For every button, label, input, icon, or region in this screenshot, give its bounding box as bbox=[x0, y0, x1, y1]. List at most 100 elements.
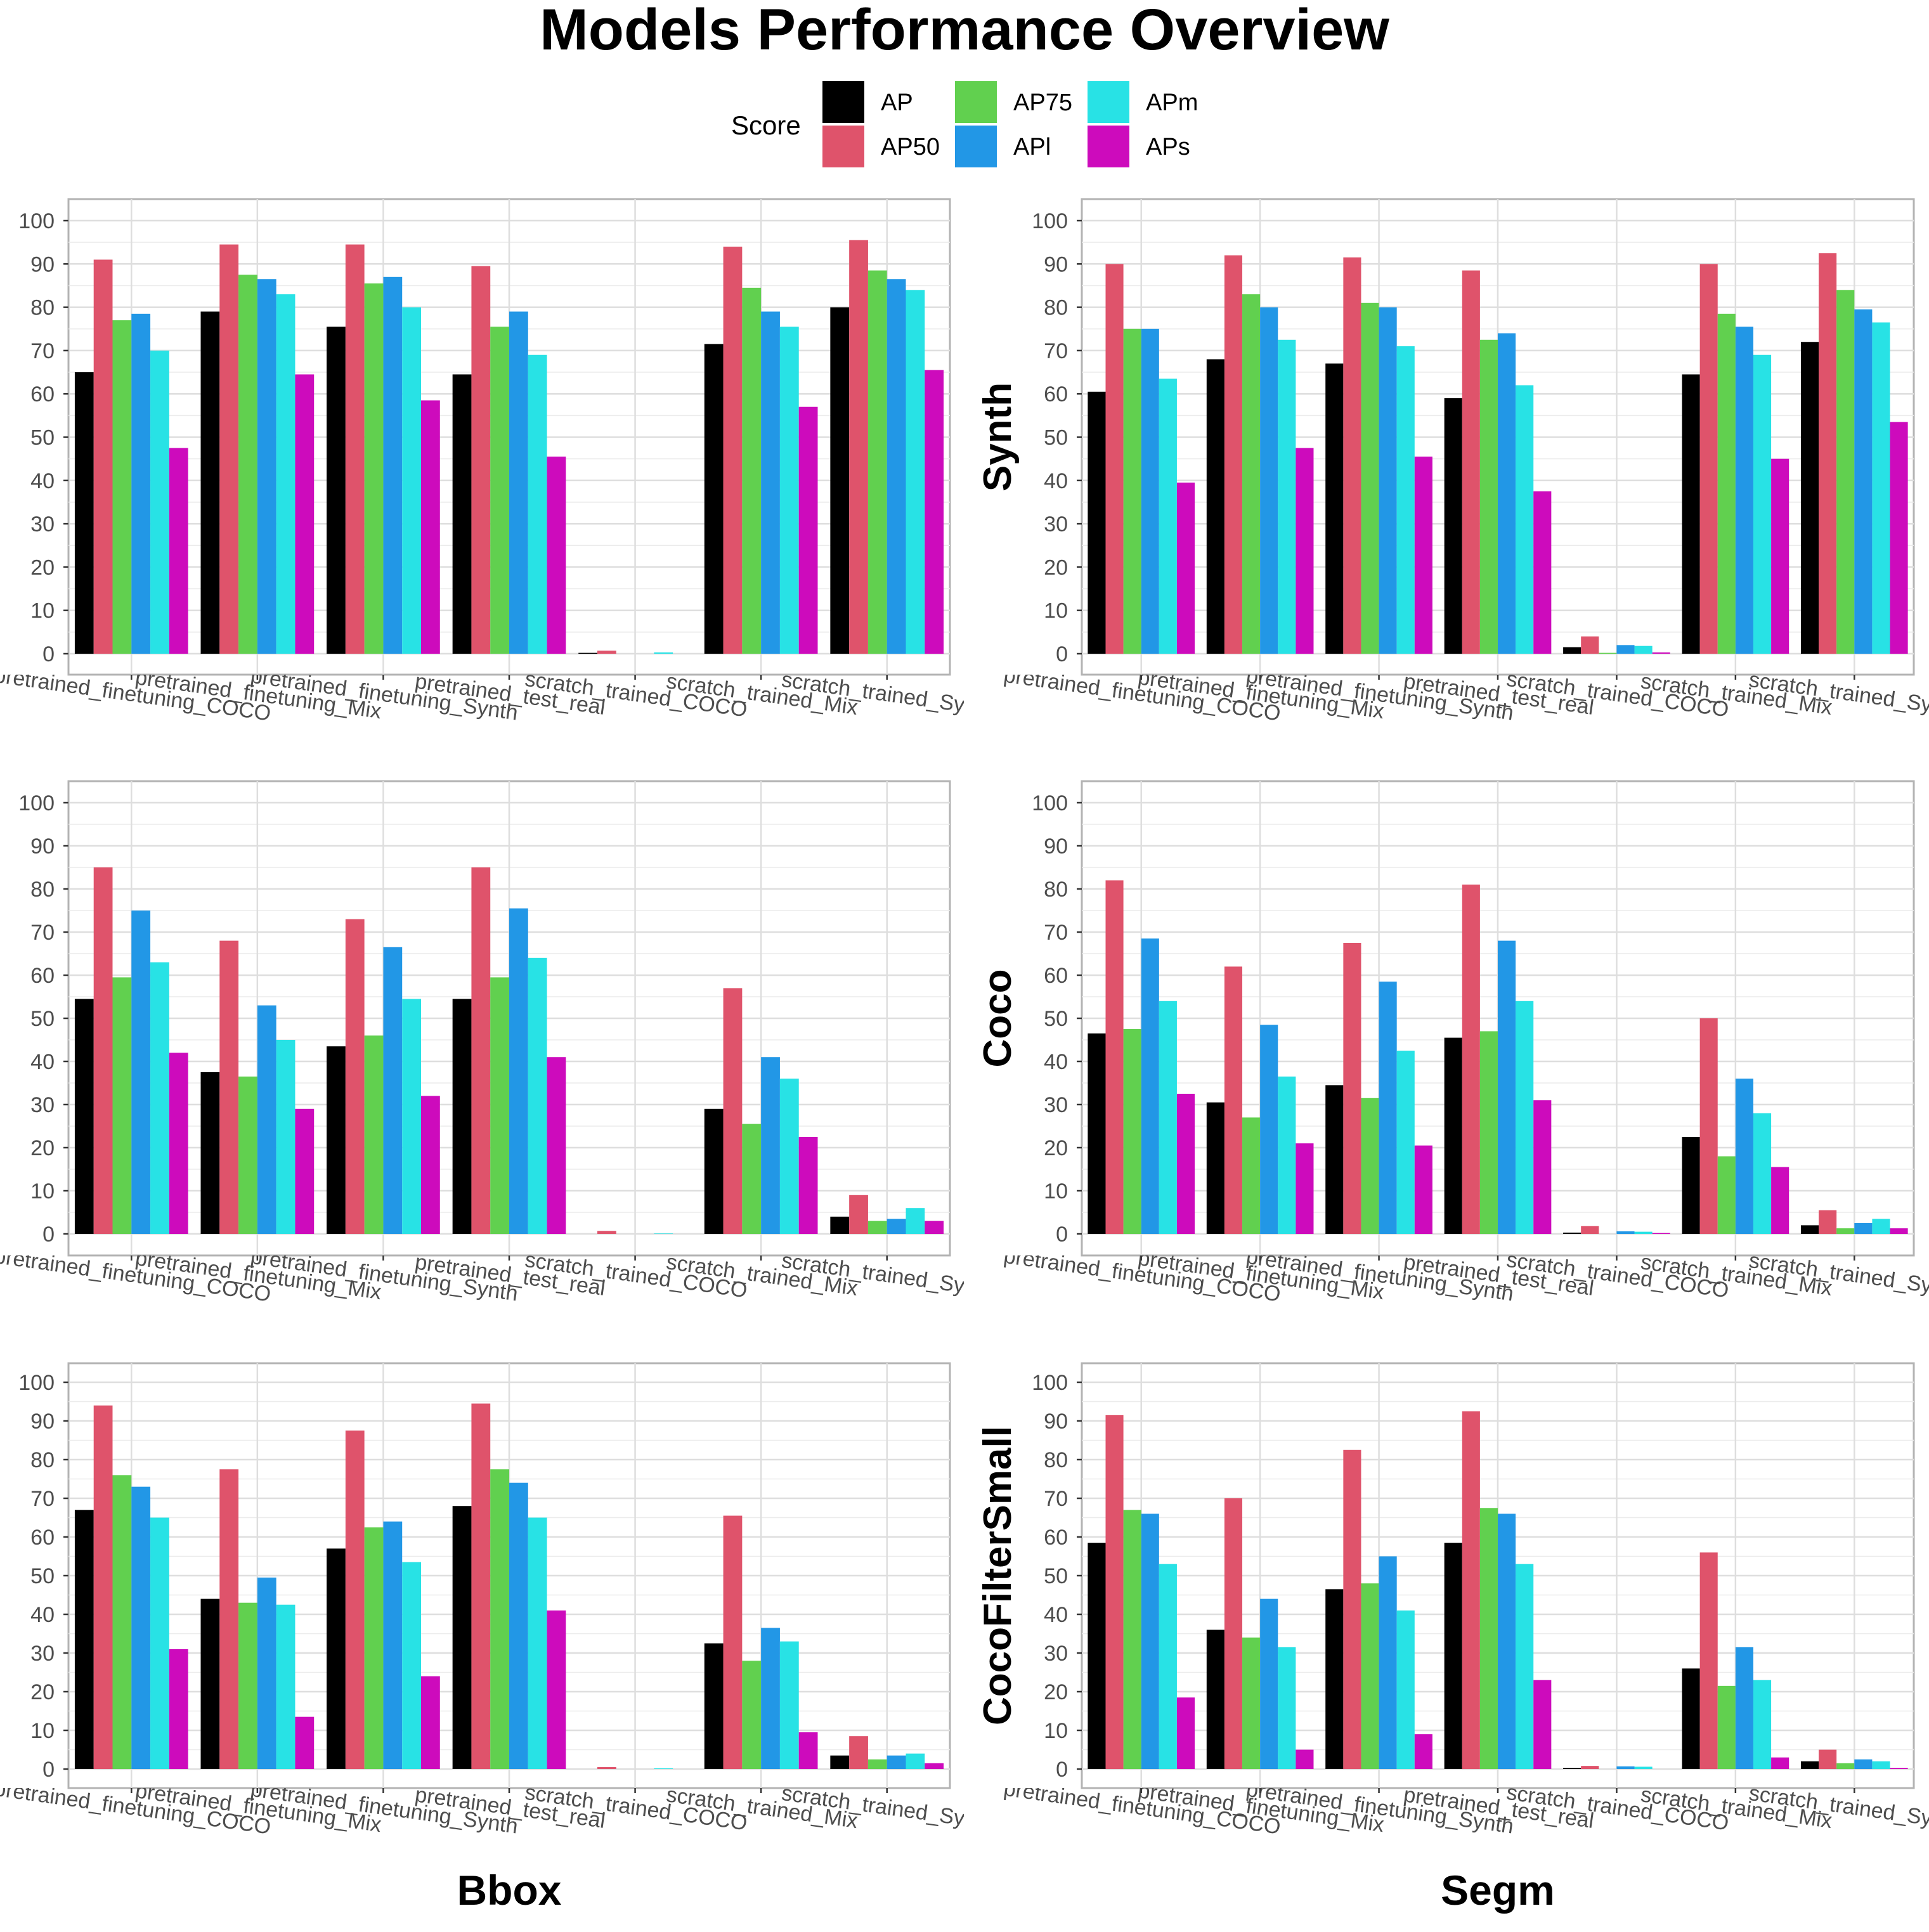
bar-aps bbox=[295, 1716, 315, 1769]
bar-apm bbox=[1753, 354, 1772, 654]
bar-apm bbox=[1159, 1564, 1177, 1769]
bar-apl bbox=[1616, 1231, 1635, 1234]
bar-ap75 bbox=[742, 1124, 762, 1234]
bar-ap50 bbox=[471, 266, 491, 654]
y-tick-label: 20 bbox=[1044, 1680, 1068, 1704]
bar-apm bbox=[528, 1517, 547, 1769]
bar-ap75 bbox=[1836, 290, 1855, 654]
y-tick-label: 70 bbox=[30, 1487, 55, 1511]
bar-ap bbox=[704, 1643, 724, 1769]
bar-apl bbox=[1854, 309, 1873, 654]
bar-ap75 bbox=[364, 1527, 384, 1769]
bar-apm bbox=[906, 290, 925, 654]
legend-label: APm bbox=[1146, 89, 1198, 116]
panel-cocofiltersmall-segm: 0102030405060708090100pretrained_finetun… bbox=[1003, 1362, 1929, 1839]
bar-ap75 bbox=[1242, 1637, 1261, 1769]
bar-aps bbox=[798, 406, 818, 654]
bar-ap bbox=[1325, 1589, 1344, 1769]
bar-apl bbox=[509, 908, 528, 1234]
y-tick-label: 80 bbox=[30, 296, 55, 320]
bar-apl bbox=[1735, 1647, 1753, 1769]
y-tick-label: 0 bbox=[1056, 1758, 1068, 1782]
panel-coco-segm: 0102030405060708090100pretrained_finetun… bbox=[1003, 780, 1929, 1307]
bar-apm bbox=[779, 1079, 799, 1234]
bar-ap bbox=[1800, 1761, 1819, 1769]
bar-ap75 bbox=[112, 1475, 132, 1769]
y-tick-label: 60 bbox=[30, 382, 55, 406]
y-tick-label: 80 bbox=[1044, 878, 1068, 902]
y-tick-label: 30 bbox=[1044, 512, 1068, 536]
bar-ap75 bbox=[867, 270, 887, 654]
y-tick-label: 80 bbox=[1044, 1448, 1068, 1472]
bar-ap50 bbox=[1699, 264, 1718, 654]
bar-apm bbox=[276, 294, 296, 654]
bar-aps bbox=[1652, 1233, 1670, 1234]
bar-ap bbox=[1563, 1768, 1582, 1769]
panel-synth-segm: 0102030405060708090100pretrained_finetun… bbox=[1003, 198, 1929, 726]
bar-apm bbox=[1634, 1767, 1653, 1769]
legend-label: AP50 bbox=[881, 134, 940, 160]
bar-ap50 bbox=[345, 244, 365, 654]
y-tick-label: 90 bbox=[30, 252, 55, 276]
y-tick-label: 80 bbox=[1044, 296, 1068, 320]
bar-ap50 bbox=[93, 867, 113, 1234]
bar-apm bbox=[906, 1753, 925, 1769]
bar-aps bbox=[295, 1108, 315, 1234]
bar-apl bbox=[1498, 333, 1516, 654]
bar-apl bbox=[1260, 1598, 1278, 1769]
column-label: Bbox bbox=[457, 1867, 562, 1914]
bar-ap75 bbox=[364, 283, 384, 654]
bar-apl bbox=[509, 1482, 528, 1769]
bar-ap bbox=[452, 999, 472, 1234]
bar-aps bbox=[421, 1096, 440, 1234]
y-tick-label: 90 bbox=[1044, 252, 1068, 276]
legend-swatch bbox=[822, 126, 864, 167]
bar-apm bbox=[1278, 339, 1296, 654]
bar-aps bbox=[1176, 1697, 1195, 1769]
bar-apl bbox=[1498, 940, 1516, 1234]
bar-ap bbox=[1682, 1137, 1700, 1234]
bar-aps bbox=[1296, 1749, 1314, 1769]
bar-apm bbox=[654, 652, 673, 654]
bar-aps bbox=[798, 1732, 818, 1769]
bar-ap bbox=[327, 327, 346, 654]
bar-ap50 bbox=[93, 1405, 113, 1769]
bar-ap50 bbox=[1343, 1449, 1361, 1769]
bar-ap75 bbox=[742, 1661, 762, 1769]
bar-ap bbox=[1088, 1543, 1106, 1769]
bar-ap bbox=[830, 1216, 850, 1234]
bar-ap75 bbox=[112, 320, 132, 654]
y-tick-label: 20 bbox=[1044, 1136, 1068, 1160]
legend-swatch bbox=[955, 81, 997, 123]
bar-ap75 bbox=[1123, 1029, 1141, 1234]
bar-aps bbox=[169, 1649, 188, 1769]
bar-aps bbox=[1414, 1734, 1432, 1769]
bar-ap50 bbox=[1105, 880, 1124, 1234]
bar-apm bbox=[1872, 1219, 1890, 1234]
y-tick-label: 20 bbox=[30, 1680, 55, 1704]
bar-ap bbox=[1206, 1630, 1224, 1769]
bar-ap75 bbox=[1836, 1228, 1855, 1234]
legend-swatch bbox=[1088, 126, 1129, 167]
bar-apl bbox=[1141, 328, 1159, 654]
y-tick-label: 60 bbox=[1044, 1526, 1068, 1550]
y-tick-label: 100 bbox=[1032, 791, 1068, 815]
bar-ap75 bbox=[1361, 302, 1379, 654]
y-tick-label: 10 bbox=[30, 1719, 55, 1743]
bar-apl bbox=[1141, 938, 1159, 1234]
bar-ap50 bbox=[471, 1403, 491, 1769]
bar-apm bbox=[528, 957, 547, 1234]
column-label: Segm bbox=[1441, 1867, 1555, 1914]
bar-apl bbox=[887, 1755, 906, 1769]
bar-apl bbox=[761, 1628, 780, 1769]
y-tick-label: 90 bbox=[30, 834, 55, 859]
bar-apm bbox=[1396, 1610, 1415, 1769]
bar-ap bbox=[327, 1046, 346, 1234]
y-tick-label: 10 bbox=[30, 1179, 55, 1203]
bar-ap bbox=[1444, 1037, 1462, 1234]
bar-aps bbox=[1176, 483, 1195, 654]
bar-ap50 bbox=[471, 867, 491, 1234]
bar-ap75 bbox=[867, 1759, 887, 1769]
bar-apl bbox=[887, 1219, 906, 1234]
